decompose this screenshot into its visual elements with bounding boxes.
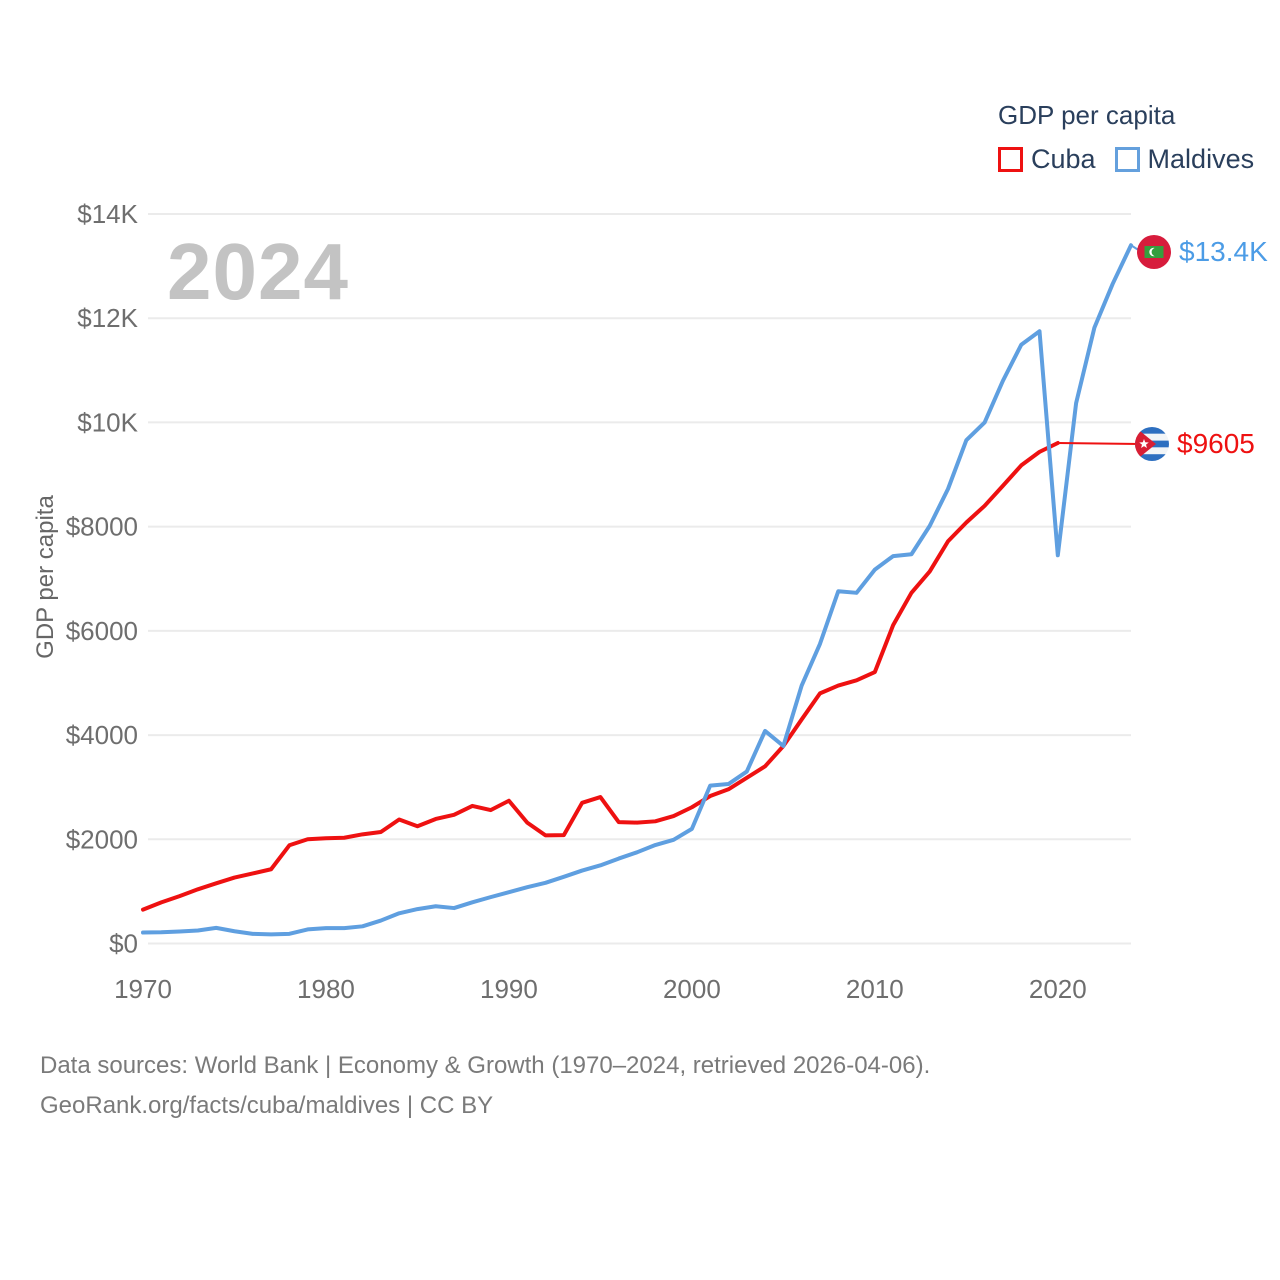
x-tick-label: 2000 [663,974,721,1004]
y-tick-label: $12K [77,303,138,333]
legend-item-cuba[interactable]: Cuba [998,144,1096,175]
cuba-line [141,441,1060,912]
y-tick-label: $8000 [66,512,138,542]
footer-attribution: GeoRank.org/facts/cuba/maldives | CC BY [40,1092,494,1119]
cuba-end-label: $9605 [1135,427,1255,461]
y-tick-label: $6000 [66,616,138,646]
cuba-flag-icon [1135,427,1169,461]
cuba-latest-value: $9605 [1177,428,1255,459]
maldives-flag-icon [1137,235,1171,269]
watermark-year: 2024 [167,227,349,316]
y-axis-title: GDP per capita [32,495,59,659]
maldives-end-label: $13.4K [1137,235,1268,269]
legend-row: Cuba Maldives [998,144,1254,175]
footer-data-sources: Data sources: World Bank | Economy & Gro… [40,1052,931,1079]
y-tick-label: $0 [109,929,138,959]
footer: Data sources: World Bank | Economy & Gro… [40,1046,930,1126]
x-tick-label: 2020 [1029,974,1087,1004]
cuba-label-connector [1057,442,1141,445]
legend: GDP per capita Cuba Maldives [998,100,1254,175]
x-tick-label: 1990 [480,974,538,1004]
maldives-latest-value: $13.4K [1179,236,1268,267]
x-tick-label: 1980 [297,974,355,1004]
cuba-color-swatch [998,147,1023,172]
maldives-line [141,243,1133,937]
legend-item-maldives[interactable]: Maldives [1114,144,1255,175]
legend-title: GDP per capita [998,100,1176,130]
y-tick-label: $10K [77,407,138,437]
y-tick-label: $2000 [66,824,138,854]
y-tick-label: $14K [77,199,138,229]
legend-label-maldives: Maldives [1147,144,1255,174]
y-tick-label: $4000 [66,720,138,750]
legend-label-cuba: Cuba [1031,144,1096,174]
maldives-color-swatch [1114,147,1140,172]
x-tick-label: 2010 [846,974,904,1004]
x-tick-label: 1970 [114,974,172,1004]
